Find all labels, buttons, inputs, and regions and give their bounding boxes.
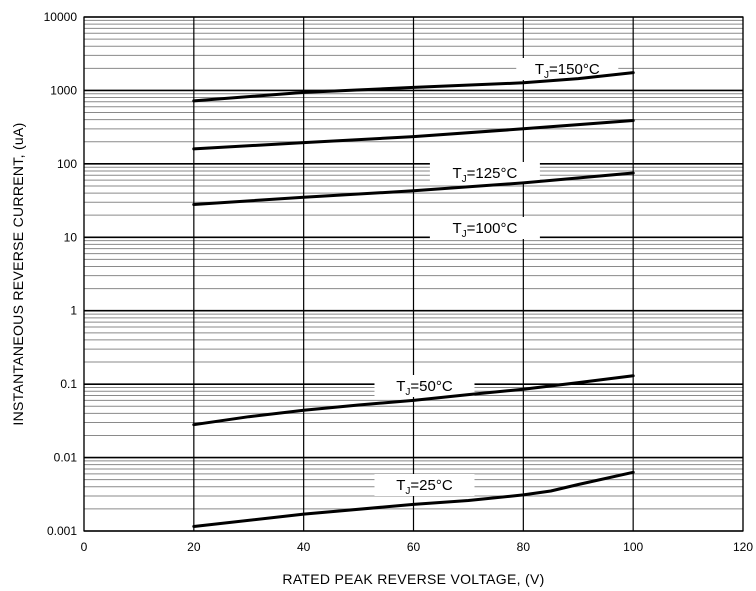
y-tick-label: 0.01 <box>54 451 78 465</box>
x-tick-label: 20 <box>187 540 201 554</box>
x-axis-title: RATED PEAK REVERSE VOLTAGE, (V) <box>282 571 544 587</box>
y-tick-label: 10 <box>64 230 78 244</box>
series-line <box>192 374 635 427</box>
series-label: TJ=150°C <box>535 61 600 81</box>
y-axis-title: INSTANTANEOUS REVERSE CURRENT, (uA) <box>10 122 26 425</box>
y-tick-label: 100 <box>57 157 77 171</box>
label-boxes <box>374 58 619 496</box>
series-label-box <box>374 375 475 397</box>
series-label: TJ=25°C <box>396 477 453 497</box>
series-line <box>192 470 635 528</box>
x-tick-label: 80 <box>517 540 531 554</box>
y-tick-labels: 0.001 0.01 0.1 1 10 100 1000 10000 <box>44 10 78 538</box>
y-tick-label: 0.001 <box>47 524 77 538</box>
series-label-box <box>429 217 540 239</box>
y-tick-label: 1000 <box>50 83 77 97</box>
series-label: TJ=50°C <box>396 378 453 398</box>
x-tick-label: 100 <box>623 540 643 554</box>
x-tick-label: 40 <box>297 540 311 554</box>
y-tick-label: 10000 <box>44 10 78 24</box>
y-tick-label: 0.1 <box>60 377 77 391</box>
y-tick-label: 1 <box>70 304 77 318</box>
series-label: TJ=100°C <box>452 220 517 240</box>
series-line <box>192 71 635 103</box>
series-label-box <box>374 474 475 496</box>
x-tick-label: 120 <box>733 540 753 554</box>
x-tick-label: 0 <box>81 540 88 554</box>
series-lines <box>192 71 635 528</box>
series-label-box <box>429 162 540 184</box>
x-tick-label: 60 <box>407 540 421 554</box>
series-labels: TJ=150°C TJ=125°C TJ=100°C TJ=50°C TJ=25°C <box>396 61 600 497</box>
series-label-box <box>516 58 619 80</box>
series-line <box>192 171 635 206</box>
plot-frame <box>83 16 744 532</box>
x-tick-labels: 0 20 40 60 80 100 120 <box>81 540 754 554</box>
series-line <box>192 119 635 151</box>
series-label: TJ=125°C <box>452 165 517 185</box>
